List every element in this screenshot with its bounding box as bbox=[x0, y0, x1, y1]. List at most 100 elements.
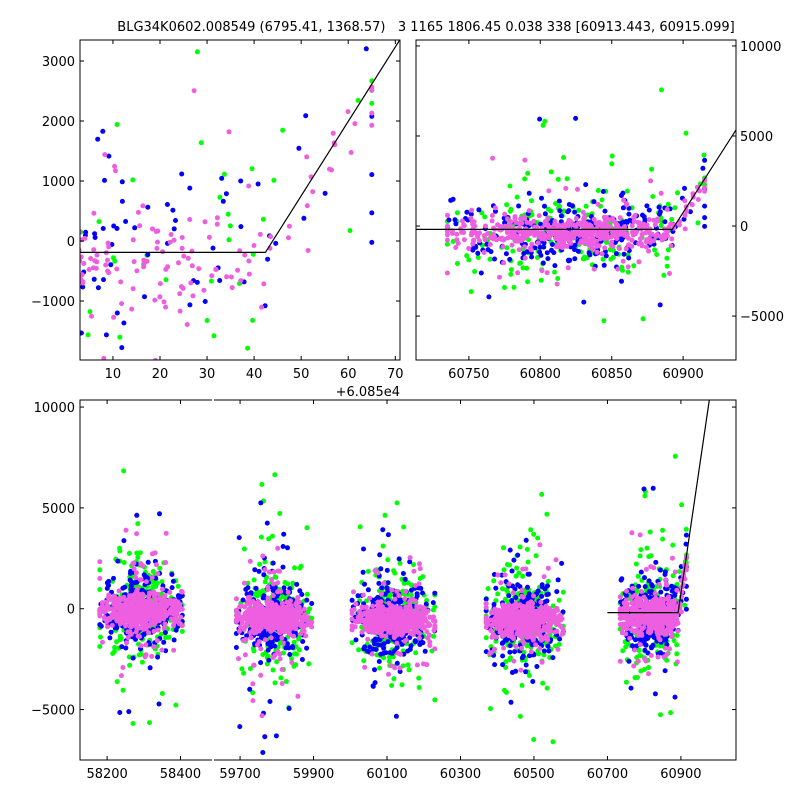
point-blue bbox=[557, 637, 562, 642]
point-blue bbox=[643, 584, 648, 589]
point-green bbox=[540, 681, 545, 686]
point-blue bbox=[636, 584, 641, 589]
point-magenta bbox=[677, 223, 682, 228]
point-magenta bbox=[497, 275, 502, 280]
point-magenta bbox=[235, 268, 240, 273]
point-magenta bbox=[128, 629, 133, 634]
point-magenta bbox=[119, 673, 124, 678]
point-magenta bbox=[389, 588, 394, 593]
point-green bbox=[377, 666, 382, 671]
point-blue bbox=[509, 700, 514, 705]
point-blue bbox=[134, 513, 139, 518]
point-magenta bbox=[272, 653, 277, 658]
point-blue bbox=[378, 566, 383, 571]
x-offset-label: +6.085e4 bbox=[336, 385, 400, 400]
point-magenta bbox=[515, 239, 520, 244]
point-blue bbox=[100, 129, 105, 134]
point-green bbox=[520, 683, 525, 688]
point-blue bbox=[271, 561, 276, 566]
point-magenta bbox=[469, 208, 474, 213]
point-green bbox=[261, 217, 266, 222]
point-magenta bbox=[636, 220, 641, 225]
point-blue bbox=[479, 271, 484, 276]
y-tick-label: 1000 bbox=[42, 175, 75, 190]
point-green bbox=[391, 676, 396, 681]
point-green bbox=[525, 279, 530, 284]
point-blue bbox=[700, 166, 705, 171]
point-magenta bbox=[522, 244, 527, 249]
point-green bbox=[176, 584, 181, 589]
point-green bbox=[127, 663, 132, 668]
point-blue bbox=[524, 663, 529, 668]
point-green bbox=[239, 666, 244, 671]
point-magenta bbox=[114, 267, 119, 272]
point-magenta bbox=[237, 629, 242, 634]
point-magenta bbox=[600, 251, 605, 256]
point-magenta bbox=[459, 230, 464, 235]
point-blue bbox=[234, 645, 239, 650]
point-blue bbox=[385, 589, 390, 594]
point-green bbox=[115, 679, 120, 684]
x-tick-label: 60750 bbox=[448, 367, 489, 382]
point-green bbox=[518, 714, 523, 719]
point-blue bbox=[224, 191, 229, 196]
point-green bbox=[277, 511, 282, 516]
point-magenta bbox=[258, 646, 263, 651]
point-green bbox=[385, 557, 390, 562]
point-blue bbox=[115, 226, 120, 231]
point-magenta bbox=[227, 129, 232, 134]
point-blue bbox=[241, 598, 246, 603]
point-magenta bbox=[528, 246, 533, 251]
point-magenta bbox=[120, 665, 125, 670]
point-magenta bbox=[517, 247, 522, 252]
point-blue bbox=[174, 628, 179, 633]
point-green bbox=[561, 590, 566, 595]
point-green bbox=[383, 513, 388, 518]
point-green bbox=[482, 214, 487, 219]
point-blue bbox=[301, 216, 306, 221]
point-blue bbox=[476, 207, 481, 212]
point-blue bbox=[554, 589, 559, 594]
point-green bbox=[299, 564, 304, 569]
point-magenta bbox=[177, 291, 182, 296]
point-blue bbox=[546, 649, 551, 654]
point-magenta bbox=[268, 629, 273, 634]
point-magenta bbox=[305, 622, 310, 627]
point-green bbox=[111, 255, 116, 260]
point-magenta bbox=[638, 236, 643, 241]
point-blue bbox=[172, 638, 177, 643]
point-magenta bbox=[224, 274, 229, 279]
point-magenta bbox=[102, 606, 107, 611]
point-blue bbox=[702, 224, 707, 229]
point-blue bbox=[285, 545, 290, 550]
point-blue bbox=[260, 750, 265, 755]
x-tick-label: 60850 bbox=[591, 367, 632, 382]
point-blue bbox=[525, 585, 530, 590]
point-magenta bbox=[454, 232, 459, 237]
y-tick-label: 0 bbox=[740, 220, 748, 235]
point-blue bbox=[300, 657, 305, 662]
point-green bbox=[539, 492, 544, 497]
point-magenta bbox=[568, 236, 573, 241]
point-magenta bbox=[393, 597, 398, 602]
point-magenta bbox=[305, 618, 310, 623]
point-blue bbox=[545, 250, 550, 255]
point-blue bbox=[492, 602, 497, 607]
point-magenta bbox=[167, 590, 172, 595]
point-magenta bbox=[162, 621, 167, 626]
point-blue bbox=[451, 197, 456, 202]
point-magenta bbox=[615, 267, 620, 272]
point-green bbox=[226, 237, 231, 242]
point-green bbox=[551, 739, 556, 744]
point-blue bbox=[379, 585, 384, 590]
point-blue bbox=[287, 706, 292, 711]
point-magenta bbox=[152, 629, 157, 634]
point-blue bbox=[173, 218, 178, 223]
point-green bbox=[112, 645, 117, 650]
point-blue bbox=[657, 205, 662, 210]
point-green bbox=[625, 189, 630, 194]
point-green bbox=[209, 279, 214, 284]
point-magenta bbox=[88, 256, 93, 261]
point-green bbox=[664, 256, 669, 261]
